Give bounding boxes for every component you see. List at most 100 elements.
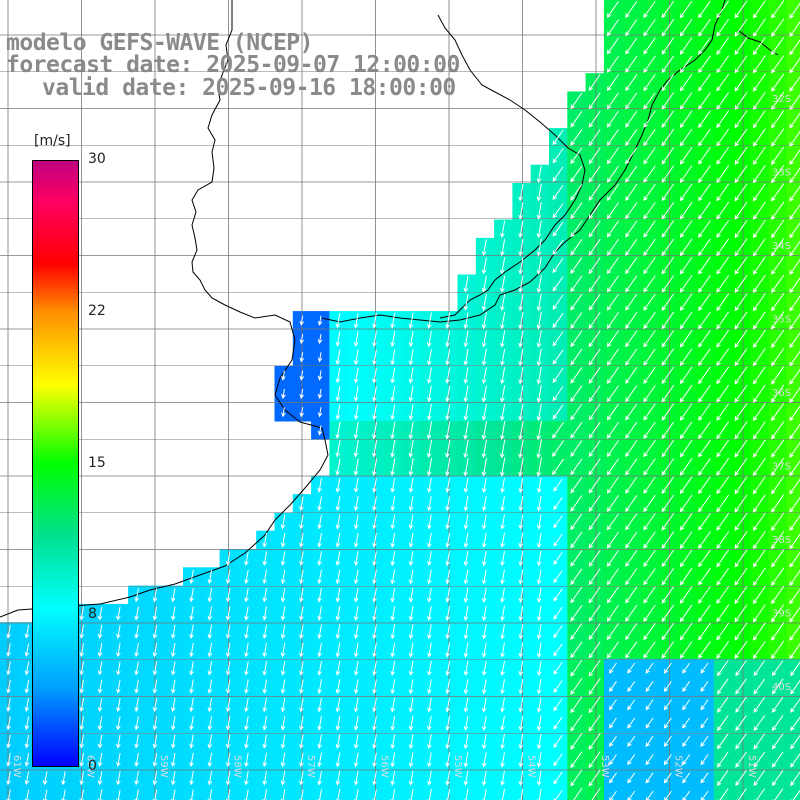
wind-arrow [588,421,601,439]
wind-arrow [445,421,451,440]
wind-arrow [698,37,711,55]
wind-arrow [463,532,469,548]
wind-cell [640,786,660,800]
wind-arrow [536,311,542,330]
wind-arrow [679,476,693,495]
wind-arrow [353,789,359,800]
wind-arrow [79,771,85,786]
wind-arrow [716,384,730,403]
wind-arrow [734,311,748,330]
wind-arrow [734,201,748,220]
wind-arrow [152,661,158,676]
wind-arrow [61,771,66,786]
wind-arrow [408,330,414,348]
wind-arrow [262,606,268,621]
wind-arrow [536,403,542,422]
wind-arrow [698,494,711,513]
wind-arrow [353,496,359,512]
wind-arrow [445,403,451,421]
wind-arrow [606,513,620,531]
wind-arrow [170,697,176,713]
wind-arrow [752,0,766,19]
wind-arrow [661,256,675,275]
wind-arrow [717,788,729,800]
wind-arrow [518,642,524,658]
wind-arrow [299,370,304,381]
wind-arrow [716,531,730,550]
wind-arrow [752,293,766,312]
wind-arrow [481,660,487,677]
wind-arrow [643,19,656,37]
wind-arrow [588,659,601,677]
wind-arrow [752,384,766,403]
wind-arrow [643,366,656,385]
wind-arrow [570,476,583,494]
latitude-label: 34S [772,241,791,252]
wind-arrow [372,349,377,366]
wind-arrow [481,642,487,658]
wind-arrow [6,679,11,694]
wind-arrow [427,514,432,530]
wind-arrow [134,679,139,694]
latitude-label: 32S [772,94,791,105]
wind-arrow [625,495,638,513]
wind-arrow [518,311,524,330]
longitude-label: 58W [232,755,243,778]
wind-arrow [789,240,800,257]
wind-arrow [570,586,583,604]
wind-arrow [679,37,693,55]
latitude-labels: 32S 33S 34S 35S 36S 37S 38S 39S 40S [772,94,791,693]
wind-arrow [317,551,322,567]
wind-arrow [500,697,505,713]
wind-arrow [518,477,524,494]
wind-arrow [679,458,693,476]
wind-arrow [771,348,785,367]
wind-arrow [734,549,748,568]
wind-arrow [116,624,121,639]
longitude-label: 52W [673,755,684,778]
wind-arrow [606,74,620,92]
wind-arrow [353,331,359,347]
wind-arrow [116,606,121,621]
wind-arrow [771,622,785,641]
wind-arrow [536,439,542,459]
wind-arrow [518,202,524,220]
wind-arrow [679,18,693,37]
wind-arrow [6,716,11,731]
wind-arrow [518,403,524,422]
wind-arrow [552,458,565,476]
wind-arrow [170,643,176,658]
wind-arrow [588,440,601,458]
wind-arrow [700,662,709,674]
wind-arrow [536,420,542,441]
wind-arrow [625,531,638,549]
wind-arrow [79,606,85,621]
wind-arrow [679,403,693,421]
wind-arrow [427,532,432,548]
wind-arrow [570,623,583,640]
wind-arrow [734,37,748,56]
wind-arrow [372,715,377,731]
wind-arrow [317,752,322,768]
wind-arrow [134,771,139,786]
wind-arrow [408,458,414,477]
wind-arrow [661,513,675,531]
wind-arrow [500,679,505,695]
wind-arrow [518,330,524,348]
wind-arrow [189,789,194,800]
wind-arrow [606,549,620,567]
wind-arrow [262,661,268,676]
wind-arrow [463,734,469,750]
wind-arrow [116,716,121,731]
wind-arrow [481,421,487,440]
latitude-label: 33S [772,168,791,179]
wind-arrow [225,752,231,768]
wind-arrow [536,679,542,695]
wind-arrow [536,293,542,312]
wind-arrow [24,661,30,676]
wind-arrow [771,439,785,458]
wind-arrow [353,514,359,530]
wind-arrow [789,57,800,74]
wind-arrow [317,478,322,493]
wind-arrow [207,642,213,658]
